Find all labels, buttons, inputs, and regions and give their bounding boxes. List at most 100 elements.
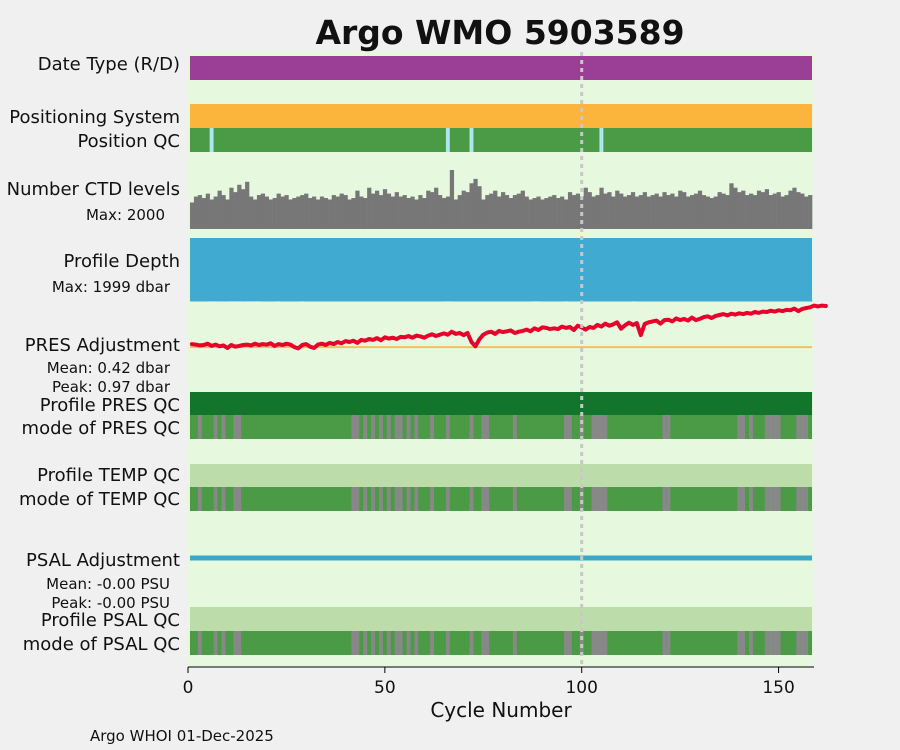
mode-psal-qc-flag [776, 631, 781, 655]
profile-depth-bar [355, 300, 360, 302]
ctd-levels-bar [406, 198, 411, 229]
profile-depth-bar [418, 300, 423, 302]
profile-depth-bar [264, 300, 270, 302]
ctd-levels-bar [524, 196, 529, 229]
mode-psal-qc-flag [371, 631, 376, 655]
mode-temp-qc-flag [213, 487, 218, 511]
profile-depth-bar [284, 300, 289, 302]
ctd-levels-bar [430, 192, 435, 229]
mode-psal-qc-flag [481, 631, 486, 655]
ctd-levels-bar [201, 198, 207, 229]
ctd-levels-bar [315, 199, 321, 229]
ctd-levels-bar [229, 187, 234, 229]
profile-depth-bar [331, 300, 336, 302]
mode-pres-qc-flag [485, 415, 490, 439]
ctd-levels-bar [804, 196, 809, 229]
ctd-levels-bar [319, 196, 325, 229]
profile-depth-bar [221, 300, 226, 302]
profile-depth-bar [272, 300, 277, 302]
profile-depth-bar [713, 300, 718, 302]
mode-pres-qc-flag [233, 415, 238, 439]
mode-psal-qc-flag [579, 631, 584, 655]
ctd-levels-bar [749, 193, 754, 229]
ctd-levels-bar [705, 196, 710, 229]
ctd-levels-bar [209, 199, 214, 229]
ctd-levels-bar [331, 195, 336, 229]
profile-depth-bar [603, 300, 608, 302]
profile-depth-bar [406, 300, 411, 302]
profile-depth-bar [501, 300, 506, 302]
mode-psal-qc-flag [512, 631, 517, 655]
mode-pres-qc-flag [599, 415, 604, 439]
profile-depth-bar [497, 300, 502, 302]
mode-temp-qc-flag [737, 487, 742, 511]
mode-temp-qc-flag [406, 487, 411, 511]
profile-depth-bar [457, 300, 462, 302]
mode-psal-qc-flag [768, 631, 773, 655]
mode-pres-qc-flag [776, 415, 781, 439]
ctd-levels-bar [725, 195, 730, 229]
ctd-levels-bar [571, 195, 577, 229]
mode-pres-qc-flag [741, 415, 746, 439]
label-ctd-levels: Number CTD levels [7, 179, 180, 200]
profile-depth-bar [520, 300, 525, 302]
ctd-levels-bar [434, 187, 439, 229]
ctd-levels-bar [225, 199, 230, 229]
mode-pres-qc-flag [595, 415, 600, 439]
profile-depth-bar [804, 300, 809, 302]
ctd-levels-bar [512, 195, 518, 229]
mode-pres-qc-flag [796, 415, 801, 439]
profile-depth-bar [441, 300, 447, 302]
profile-depth-bar [225, 300, 230, 302]
profile-depth-bar [670, 300, 675, 302]
ctd-levels-bar [343, 195, 348, 229]
x-tick-label: 100 [565, 678, 597, 698]
profile-depth-bar [339, 300, 344, 302]
ctd-levels-bar [438, 195, 443, 229]
profile-pres-qc-band [189, 392, 813, 415]
position-qc-missing [445, 128, 450, 152]
mode-pres-qc-flag [197, 415, 202, 439]
mode-pres-qc-flag [371, 415, 376, 439]
profile-depth-bar [583, 300, 588, 302]
profile-depth-bar [784, 300, 789, 302]
profile-depth-bar [347, 300, 352, 302]
position-qc-missing [469, 128, 474, 152]
profile-depth-bar [780, 300, 785, 302]
profile-depth-bar [654, 300, 659, 302]
ctd-levels-bar [796, 192, 801, 229]
mode-temp-qc-flag [355, 487, 360, 511]
ctd-levels-bar [666, 195, 671, 229]
ctd-levels-bar [193, 196, 199, 229]
mode-temp-qc-flag [800, 487, 805, 511]
profile-depth-bar [453, 300, 458, 302]
profile-depth-bar [335, 300, 340, 302]
profile-depth-bar [788, 300, 793, 302]
mode-psal-qc-flag [804, 631, 809, 655]
ctd-levels-bar [670, 193, 675, 229]
profile-depth-bar [359, 300, 364, 302]
mode-temp-qc-flag [772, 487, 777, 511]
ctd-levels-bar [737, 192, 742, 229]
ctd-levels-bar [233, 192, 238, 229]
mode-pres-qc-flag [603, 415, 608, 439]
ctd-levels-bar [292, 198, 297, 229]
profile-depth-bar [760, 300, 766, 302]
profile-depth-bar [674, 300, 679, 302]
label-psal-adjustment: PSAL Adjustment [26, 550, 180, 571]
ctd-levels-bar [682, 192, 687, 229]
mode-temp-qc-flag [603, 487, 608, 511]
profile-depth-bar [571, 300, 577, 302]
ctd-levels-bar [729, 183, 734, 229]
profile-temp-qc-band [189, 464, 813, 487]
mode-psal-qc-flag [406, 631, 411, 655]
ctd-levels-bar [650, 195, 655, 229]
ctd-levels-bar [296, 196, 301, 229]
ctd-levels-bar [528, 199, 533, 229]
ctd-levels-bar [504, 195, 510, 229]
mode-psal-qc-flag [430, 631, 435, 655]
mode-psal-qc-flag [796, 631, 801, 655]
mode-psal-qc-flag [666, 631, 671, 655]
profile-depth-bar [701, 300, 707, 302]
ctd-levels-bar [351, 198, 356, 229]
